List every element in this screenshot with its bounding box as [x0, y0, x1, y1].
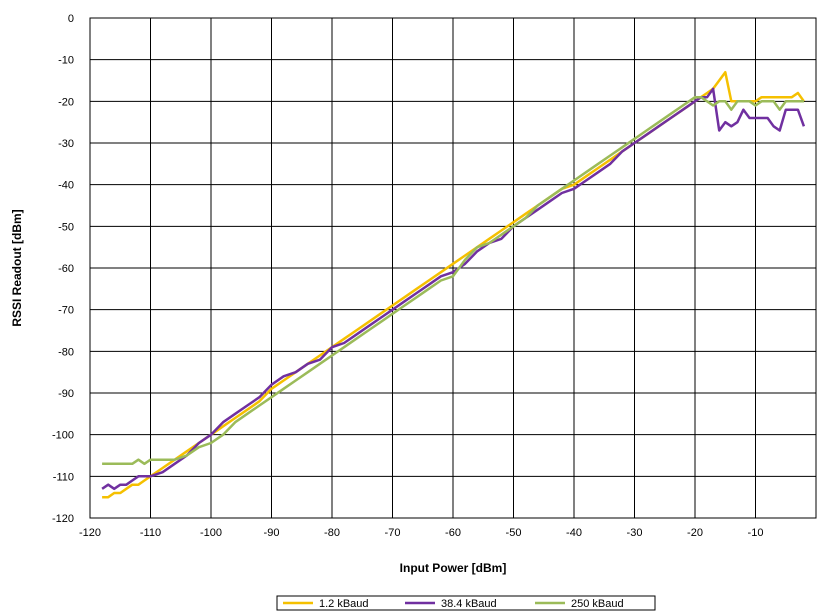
x-tick-label: -80	[324, 527, 340, 539]
y-tick-label: -90	[58, 388, 74, 400]
x-tick-label: -90	[264, 527, 280, 539]
legend-label: 1.2 kBaud	[319, 598, 369, 610]
y-axis-tick-labels: 0 -10 -20 -30 -40 -50 -60 -70 -80 -90 -100 -110 -120	[52, 13, 74, 525]
legend-label: 250 kBaud	[571, 598, 624, 610]
legend-box	[276, 595, 656, 611]
x-tick-label: -120	[79, 527, 101, 539]
x-axis-title: Input Power [dBm]	[400, 561, 507, 575]
y-axis-title: RSSI Readout [dBm]	[10, 209, 24, 326]
y-tick-label: -10	[58, 55, 74, 67]
y-tick-label: -100	[52, 430, 74, 442]
x-tick-label: -10	[748, 527, 764, 539]
x-tick-label: -60	[445, 527, 461, 539]
y-tick-label: -50	[58, 221, 74, 233]
x-axis-tick-labels: -120 -110 -100 -90 -80 -70 -60 -50 -40 -30 -20 -10	[79, 527, 763, 539]
legend: 1.2 kBaud 38.4 kBaud 250 kBaud	[276, 595, 656, 611]
legend-label: 38.4 kBaud	[441, 598, 497, 610]
y-tick-label: -40	[58, 180, 74, 192]
x-tick-label: -30	[627, 527, 643, 539]
series-line-38-4-kbaud	[101, 87, 806, 491]
plot-area-frame	[89, 17, 817, 519]
y-tick-label: -110	[53, 471, 74, 483]
x-tick-label: -20	[687, 527, 703, 539]
series-line-250-kbaud	[102, 95, 804, 466]
series-layer	[101, 70, 806, 499]
x-tick-label: -100	[200, 527, 222, 539]
y-tick-label: -30	[58, 138, 74, 150]
y-tick-label: -70	[58, 305, 74, 317]
x-tick-label: -50	[506, 527, 522, 539]
x-tick-label: -70	[385, 527, 401, 539]
y-tick-label: 0	[68, 13, 74, 25]
y-tick-label: -20	[58, 96, 74, 108]
x-tick-label: -40	[566, 527, 582, 539]
y-tick-label: -80	[58, 346, 74, 358]
x-tick-label: -110	[140, 527, 161, 539]
y-tick-label: -120	[52, 513, 74, 525]
y-tick-label: -60	[58, 263, 74, 275]
